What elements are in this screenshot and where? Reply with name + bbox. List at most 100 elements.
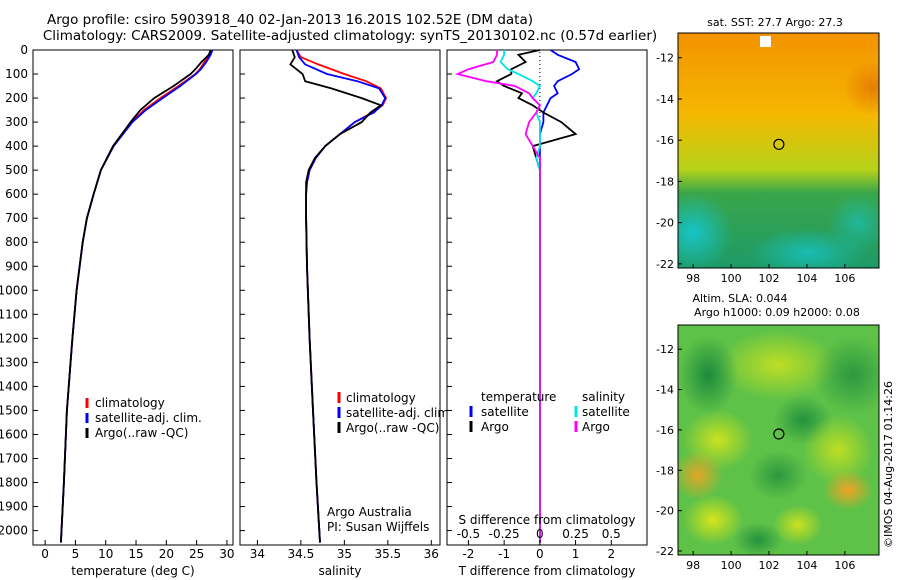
sla-map-lon-ticks: 98 100 102 104 106 bbox=[686, 551, 855, 572]
legend-header-temperature: temperature bbox=[481, 390, 556, 404]
sla-map-subtitle: Argo h1000: 0.09 h2000: 0.08 bbox=[694, 306, 860, 319]
sla-map-panel: Altim. SLA: 0.044 Argo h1000: 0.09 h2000… bbox=[656, 292, 880, 572]
lon-tick-label: 102 bbox=[759, 272, 780, 285]
lat-tick-label: -12 bbox=[656, 343, 674, 356]
difference-axes-frame bbox=[446, 49, 648, 546]
sla-map-title: Altim. SLA: 0.044 bbox=[692, 292, 787, 305]
temperature-x-label: temperature (deg C) bbox=[71, 564, 194, 578]
t-difference-label: T difference from climatology bbox=[458, 564, 636, 578]
x-tick-label: 0 bbox=[41, 547, 49, 561]
lat-tick-label: -18 bbox=[656, 175, 674, 188]
x-tick-label: 0 bbox=[536, 547, 544, 561]
depth-tick-label: 1900 bbox=[0, 500, 28, 514]
depth-tick-label: 400 bbox=[5, 139, 28, 153]
depth-tick-label: 1700 bbox=[0, 451, 28, 465]
salinity-axes-frame bbox=[239, 49, 441, 546]
s-argo-line bbox=[454, 50, 541, 543]
sst-map-panel: sat. SST: 27.7 Argo: 27.3 98 100 102 104 106… bbox=[656, 16, 880, 285]
lon-tick-label: 100 bbox=[721, 559, 742, 572]
credit-line-2: PI: Susan Wijffels bbox=[327, 520, 429, 534]
lat-tick-label: -22 bbox=[656, 258, 674, 271]
x-tick-label: 20 bbox=[159, 547, 174, 561]
x-tick-label: 25 bbox=[189, 547, 204, 561]
salinity-series bbox=[289, 49, 388, 543]
lon-tick-label: 104 bbox=[796, 559, 817, 572]
salinity-panel: 34 34.5 35 35.5 36 salinity climatology sate… bbox=[239, 49, 453, 578]
legend-label-satellite: satellite-adj. clim. bbox=[95, 411, 202, 425]
title-line-2: Climatology: CARS2009. Satellite-adjuste… bbox=[42, 28, 658, 44]
x-tick-label: 2 bbox=[607, 547, 615, 561]
depth-tick-label: 1500 bbox=[0, 403, 28, 417]
s-tick-label: 0.25 bbox=[562, 527, 589, 541]
x-tick-label: -1 bbox=[498, 547, 510, 561]
legend-label-climatology: climatology bbox=[346, 391, 416, 405]
legend-label-t-satellite: satellite bbox=[481, 405, 529, 419]
legend-label-argo: Argo(..raw -QC) bbox=[95, 426, 188, 440]
x-tick-label: 36 bbox=[424, 547, 439, 561]
depth-tick-label: 1800 bbox=[0, 476, 28, 490]
depth-tick-label: 900 bbox=[5, 259, 28, 273]
sst-map-lon-ticks: 98 100 102 104 106 bbox=[686, 264, 855, 285]
depth-tick-label: 1000 bbox=[0, 283, 28, 297]
sla-map-frame bbox=[677, 324, 880, 556]
lon-tick-label: 98 bbox=[686, 559, 700, 572]
legend-label-argo: Argo(..raw -QC) bbox=[346, 421, 439, 435]
temperature-axes-frame bbox=[32, 49, 234, 546]
lat-tick-label: -12 bbox=[656, 52, 674, 65]
lon-tick-label: 100 bbox=[721, 272, 742, 285]
argo-float-marker bbox=[773, 428, 785, 440]
x-tick-label: 35.5 bbox=[374, 547, 401, 561]
x-tick-label: 35 bbox=[337, 547, 352, 561]
x-tick-label: 1 bbox=[572, 547, 580, 561]
sla-map-lat-ticks: -12 -14 -16 -18 -20 -22 bbox=[656, 343, 682, 558]
x-tick-label: -2 bbox=[462, 547, 474, 561]
lat-tick-label: -14 bbox=[656, 384, 674, 397]
difference-panel: -2 -1 0 1 2 -0.5 -0.25 0 0.25 0.5 T difference f… bbox=[446, 49, 648, 578]
lon-tick-label: 98 bbox=[686, 272, 700, 285]
depth-tick-label: 1200 bbox=[0, 331, 28, 345]
salinity-x-label: salinity bbox=[318, 564, 361, 578]
argo-float-marker bbox=[773, 138, 785, 150]
difference-series bbox=[454, 49, 581, 543]
sst-map-title: sat. SST: 27.7 Argo: 27.3 bbox=[707, 16, 843, 29]
depth-tick-label: 0 bbox=[20, 43, 28, 57]
x-tick-label: 34.5 bbox=[288, 547, 315, 561]
depth-tick-label: 1600 bbox=[0, 427, 28, 441]
depth-tick-label: 1300 bbox=[0, 355, 28, 369]
lat-tick-label: -20 bbox=[656, 505, 674, 518]
depth-tick-label: 300 bbox=[5, 115, 28, 129]
legend-label-s-satellite: satellite bbox=[582, 405, 630, 419]
temperature-panel: 0100200300400500600700800900100011001200… bbox=[0, 43, 235, 578]
legend-label-climatology: climatology bbox=[95, 396, 165, 410]
argo-line bbox=[60, 49, 212, 543]
lat-tick-label: -22 bbox=[656, 545, 674, 558]
depth-tick-label: 500 bbox=[5, 163, 28, 177]
lon-tick-label: 106 bbox=[834, 559, 855, 572]
temperature-x-ticks: 0 5 10 15 20 25 30 bbox=[41, 540, 235, 561]
depth-tick-label: 200 bbox=[5, 91, 28, 105]
depth-ticks: 0 100 200 300 400 500 600 700 800 900 1000 1100 1200… bbox=[0, 43, 38, 538]
difference-legend: temperature salinity satellite Argo sate… bbox=[469, 390, 630, 434]
depth-tick-label: 1400 bbox=[0, 379, 28, 393]
lat-tick-label: -16 bbox=[656, 134, 674, 147]
lat-tick-label: -14 bbox=[656, 93, 674, 106]
legend-label-satellite: satellite-adj. clim. bbox=[346, 406, 453, 420]
s-tick-label: 0 bbox=[536, 527, 544, 541]
salinity-legend: climatology satellite-adj. clim. Argo(..… bbox=[337, 391, 453, 435]
sst-map-image bbox=[678, 33, 879, 268]
legend-header-salinity: salinity bbox=[582, 390, 625, 404]
lat-tick-label: -20 bbox=[656, 217, 674, 230]
credit-line-1: Argo Australia bbox=[327, 505, 412, 519]
lon-tick-label: 104 bbox=[796, 272, 817, 285]
sst-map-lat-ticks: -12 -14 -16 -18 -20 -22 bbox=[656, 52, 682, 271]
temperature-legend: climatology satellite-adj. clim. Argo(..… bbox=[85, 396, 202, 440]
lat-tick-label: -16 bbox=[656, 424, 674, 437]
s-tick-label: -0.5 bbox=[457, 527, 480, 541]
sla-map-image bbox=[678, 325, 879, 555]
depth-tick-label: 100 bbox=[5, 67, 28, 81]
timestamp-stamp: ©IMOS 04-Aug-2017 01:14:26 bbox=[882, 381, 895, 548]
lon-tick-label: 106 bbox=[834, 272, 855, 285]
legend-label-t-argo: Argo bbox=[481, 420, 509, 434]
t-difference-ticks: -2 -1 0 1 2 bbox=[447, 49, 615, 561]
s-difference-ticks: -0.5 -0.25 0 0.25 0.5 bbox=[457, 527, 621, 541]
